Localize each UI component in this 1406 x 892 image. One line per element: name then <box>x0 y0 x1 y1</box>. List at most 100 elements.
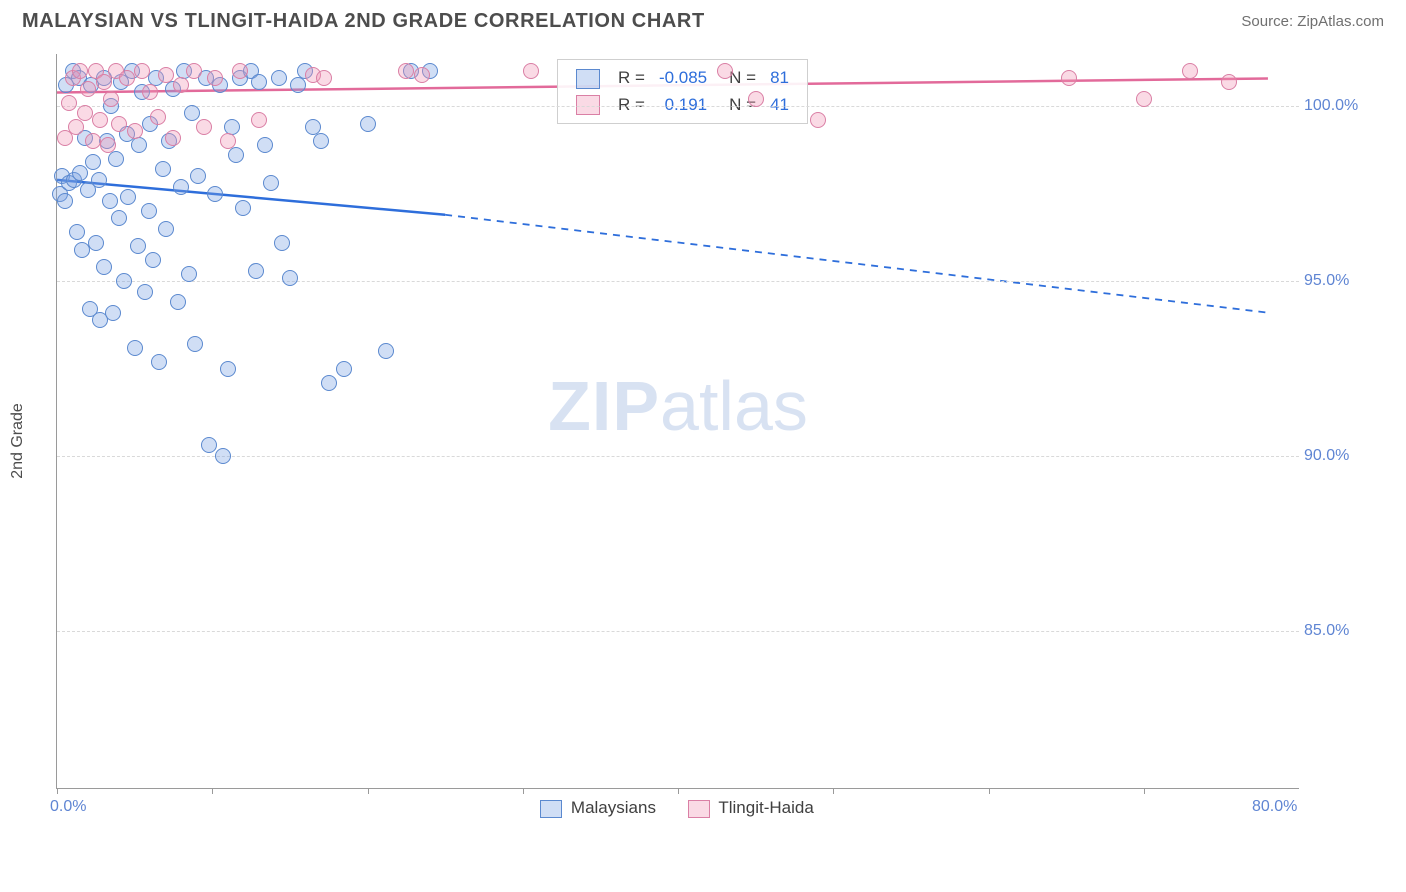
data-point <box>523 63 539 79</box>
data-point <box>120 189 136 205</box>
x-tick <box>57 788 58 794</box>
data-point <box>271 70 287 86</box>
data-point <box>80 81 96 97</box>
data-point <box>92 112 108 128</box>
data-point <box>257 137 273 153</box>
data-point <box>77 105 93 121</box>
data-point <box>150 109 166 125</box>
source-link[interactable]: ZipAtlas.com <box>1297 13 1384 30</box>
y-tick-label: 85.0% <box>1304 622 1349 640</box>
x-tick <box>1144 788 1145 794</box>
data-point <box>61 95 77 111</box>
data-point <box>68 119 84 135</box>
data-point <box>158 67 174 83</box>
data-point <box>102 193 118 209</box>
plot-area: ZIPatlas R =-0.085N =81R =0.191N =41 <box>56 54 1299 789</box>
data-point <box>248 263 264 279</box>
x-tick-label: 80.0% <box>1252 798 1297 816</box>
series-legend: Malaysians Tlingit-Haida <box>56 798 1298 818</box>
data-point <box>158 221 174 237</box>
data-point <box>336 361 352 377</box>
data-point <box>181 266 197 282</box>
data-point <box>282 270 298 286</box>
x-tick <box>523 788 524 794</box>
data-point <box>360 116 376 132</box>
data-point <box>196 119 212 135</box>
data-point <box>228 147 244 163</box>
data-point <box>220 361 236 377</box>
data-point <box>201 437 217 453</box>
data-point <box>88 235 104 251</box>
y-tick-label: 90.0% <box>1304 447 1349 465</box>
data-point <box>173 179 189 195</box>
data-point <box>116 273 132 289</box>
x-tick <box>368 788 369 794</box>
x-tick <box>989 788 990 794</box>
gridline <box>57 456 1299 457</box>
data-point <box>85 133 101 149</box>
source-attribution: Source: ZipAtlas.com <box>1241 13 1384 30</box>
data-point <box>85 154 101 170</box>
data-point <box>313 133 329 149</box>
data-point <box>130 238 146 254</box>
data-point <box>170 294 186 310</box>
x-tick-label: 0.0% <box>50 798 86 816</box>
data-point <box>748 91 764 107</box>
data-point <box>173 77 189 93</box>
data-point <box>186 63 202 79</box>
y-axis-title: 2nd Grade <box>9 403 27 479</box>
data-point <box>378 343 394 359</box>
data-point <box>111 210 127 226</box>
chart-title: MALAYSIAN VS TLINGIT-HAIDA 2ND GRADE COR… <box>22 10 705 33</box>
data-point <box>187 336 203 352</box>
data-point <box>145 252 161 268</box>
data-point <box>207 186 223 202</box>
data-point <box>215 448 231 464</box>
plot-wrapper: ZIPatlas R =-0.085N =81R =0.191N =41 2nd… <box>56 54 1382 828</box>
data-point <box>105 305 121 321</box>
watermark: ZIPatlas <box>548 366 808 446</box>
data-point <box>290 77 306 93</box>
data-point <box>151 354 167 370</box>
y-tick-label: 100.0% <box>1304 97 1358 115</box>
data-point <box>127 340 143 356</box>
correlation-legend: R =-0.085N =81R =0.191N =41 <box>557 59 808 124</box>
data-point <box>91 172 107 188</box>
x-tick <box>678 788 679 794</box>
data-point <box>100 137 116 153</box>
data-point <box>108 151 124 167</box>
trend-lines <box>57 54 1299 788</box>
data-point <box>251 112 267 128</box>
data-point <box>155 161 171 177</box>
data-point <box>235 200 251 216</box>
data-point <box>72 165 88 181</box>
gridline <box>57 106 1299 107</box>
data-point <box>1221 74 1237 90</box>
data-point <box>111 116 127 132</box>
data-point <box>263 175 279 191</box>
data-point <box>251 74 267 90</box>
chart-header: MALAYSIAN VS TLINGIT-HAIDA 2ND GRADE COR… <box>0 0 1406 39</box>
data-point <box>717 63 733 79</box>
data-point <box>131 137 147 153</box>
gridline <box>57 631 1299 632</box>
data-point <box>119 70 135 86</box>
data-point <box>137 284 153 300</box>
data-point <box>142 84 158 100</box>
data-point <box>127 123 143 139</box>
data-point <box>321 375 337 391</box>
data-point <box>1182 63 1198 79</box>
data-point <box>316 70 332 86</box>
data-point <box>69 224 85 240</box>
gridline <box>57 281 1299 282</box>
data-point <box>810 112 826 128</box>
data-point <box>414 67 430 83</box>
data-point <box>57 193 73 209</box>
data-point <box>190 168 206 184</box>
data-point <box>184 105 200 121</box>
data-point <box>1136 91 1152 107</box>
x-tick <box>212 788 213 794</box>
data-point <box>141 203 157 219</box>
data-point <box>165 130 181 146</box>
data-point <box>96 259 112 275</box>
